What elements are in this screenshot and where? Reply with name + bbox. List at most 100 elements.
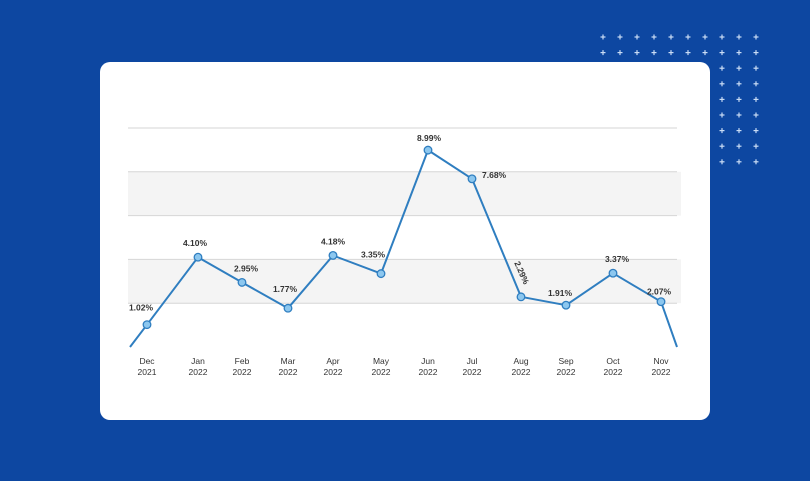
plus-mark: [685, 34, 691, 40]
plus-mark: [668, 34, 674, 40]
plus-mark: [753, 143, 759, 149]
plus-mark: [685, 50, 691, 56]
x-tick-month: Feb: [235, 356, 250, 366]
data-point: [516, 292, 526, 302]
plus-mark: [736, 65, 742, 71]
plus-mark: [753, 96, 759, 102]
data-label: 2.95%: [234, 263, 259, 273]
plus-mark: [736, 112, 742, 118]
x-tick-year: 2022: [233, 367, 252, 377]
plus-mark: [719, 34, 725, 40]
plus-mark: [753, 34, 759, 40]
plus-mark: [736, 159, 742, 165]
plus-mark: [617, 34, 623, 40]
x-tick-month: Nov: [653, 356, 669, 366]
plus-mark: [736, 96, 742, 102]
data-label: 4.10%: [183, 238, 208, 248]
plus-mark: [736, 34, 742, 40]
x-tick-month: Oct: [606, 356, 620, 366]
plus-mark: [634, 34, 640, 40]
data-label: 2.07%: [647, 287, 672, 297]
data-point: [656, 297, 666, 307]
data-point: [328, 251, 338, 260]
plus-mark: [719, 112, 725, 118]
data-point: [142, 320, 152, 330]
plus-mark: [753, 81, 759, 87]
x-tick-year: 2022: [557, 367, 576, 377]
line-chart: 1.02% 4.10% 2.95% 1.77% 4.18% 3.35% 8.99% 7.68%…: [128, 127, 681, 377]
plus-mark: [753, 65, 759, 71]
data-label: 7.68%: [482, 170, 507, 180]
data-point: [376, 269, 386, 279]
data-point: [561, 300, 571, 310]
x-tick-year: 2022: [463, 367, 482, 377]
plus-mark: [634, 50, 640, 56]
chart-band: [128, 171, 681, 216]
x-tick-month: Dec: [139, 356, 155, 366]
plus-mark: [719, 128, 725, 134]
plus-mark: [600, 34, 606, 40]
x-tick-month: Jun: [421, 356, 435, 366]
chart-series: [129, 149, 678, 348]
plus-mark: [600, 50, 606, 56]
plus-mark: [736, 143, 742, 149]
x-tick-month: Sep: [558, 356, 573, 366]
plus-mark: [651, 50, 657, 56]
data-point: [608, 268, 618, 278]
plus-mark: [753, 112, 759, 118]
data-point: [467, 174, 477, 184]
plus-mark: [753, 128, 759, 134]
x-tick-month: May: [373, 356, 390, 366]
plus-mark: [736, 81, 742, 87]
chart-card: 1.02% 4.10% 2.95% 1.77% 4.18% 3.35% 8.99% 7.68%…: [100, 62, 710, 420]
data-label: 8.99%: [417, 133, 442, 143]
x-tick-month: Jul: [467, 356, 478, 366]
chart-band: [128, 259, 681, 304]
plus-mark: [753, 159, 759, 165]
data-point: [423, 145, 433, 155]
x-tick-month: Apr: [326, 356, 339, 366]
plus-mark: [719, 50, 725, 56]
plus-mark: [719, 159, 725, 165]
plus-mark: [719, 96, 725, 102]
plus-mark: [719, 65, 725, 71]
x-tick-year: 2022: [652, 367, 671, 377]
x-tick-year: 2022: [419, 367, 438, 377]
x-tick-month: Mar: [281, 356, 296, 366]
data-label: 3.37%: [605, 254, 630, 264]
plus-mark: [719, 81, 725, 87]
plus-mark: [702, 50, 708, 56]
plus-mark: [736, 50, 742, 56]
data-label: 1.77%: [273, 284, 298, 294]
x-tick-year: 2022: [372, 367, 391, 377]
chart-markers: [142, 145, 666, 330]
x-tick-year: 2021: [138, 367, 157, 377]
x-tick-year: 2022: [324, 367, 343, 377]
plus-mark: [617, 50, 623, 56]
plus-mark: [753, 50, 759, 56]
chart-bands: [128, 171, 681, 304]
x-tick-year: 2022: [512, 367, 531, 377]
plus-mark: [736, 128, 742, 134]
data-label: 4.18%: [321, 236, 346, 246]
x-tick-year: 2022: [604, 367, 623, 377]
x-tick-month: Aug: [513, 356, 528, 366]
data-label: 1.91%: [548, 288, 573, 298]
x-tick-year: 2022: [189, 367, 208, 377]
chart-x-ticks: Dec2021Jan2022Feb2022Mar2022Apr2022May20…: [138, 356, 671, 377]
series-line: [129, 149, 678, 348]
plus-mark: [719, 143, 725, 149]
data-label: 1.02%: [129, 303, 154, 313]
